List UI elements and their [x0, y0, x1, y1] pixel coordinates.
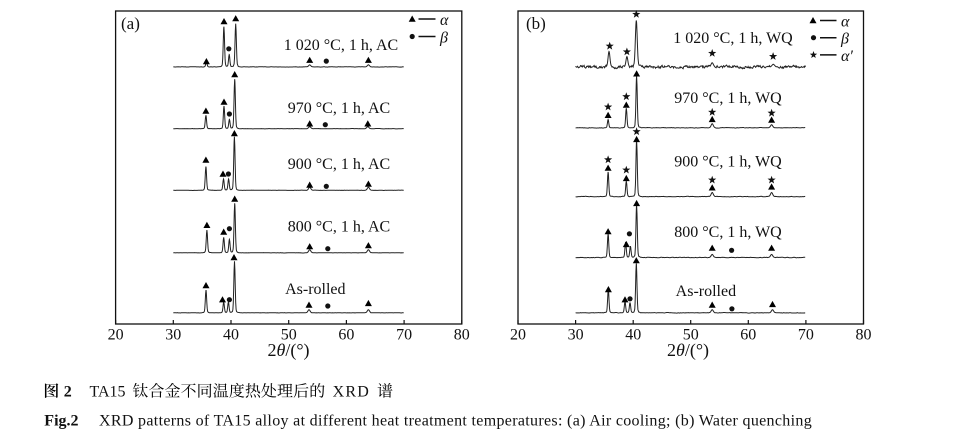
svg-text:40: 40 [223, 327, 239, 344]
svg-text:Fig.2: Fig.2 [44, 412, 78, 429]
svg-text:970 °C, 1 h, WQ: 970 °C, 1 h, WQ [674, 90, 782, 107]
svg-text:50: 50 [683, 327, 699, 344]
svg-text:(a): (a) [121, 14, 140, 33]
svg-text:800 °C, 1 h, WQ: 800 °C, 1 h, WQ [674, 224, 782, 241]
svg-text:XRD patterns of TA15 alloy at: XRD patterns of TA15 alloy at different … [99, 412, 812, 429]
svg-text:As-rolled: As-rolled [285, 281, 345, 298]
svg-text:70: 70 [396, 327, 412, 344]
svg-text:70: 70 [798, 327, 814, 344]
svg-text:α′: α′ [841, 48, 853, 65]
svg-text:2θ/(°): 2θ/(°) [667, 340, 709, 361]
svg-text:1 020 °C, 1 h, WQ: 1 020 °C, 1 h, WQ [673, 30, 793, 47]
svg-text:60: 60 [338, 327, 354, 344]
svg-text:1 020 °C, 1 h, AC: 1 020 °C, 1 h, AC [284, 37, 398, 54]
svg-text:80: 80 [856, 327, 872, 344]
svg-text:900 °C, 1 h, AC: 900 °C, 1 h, AC [288, 156, 390, 173]
svg-text:β: β [439, 30, 448, 47]
svg-text:900 °C, 1 h, WQ: 900 °C, 1 h, WQ [674, 154, 782, 171]
svg-text:2: 2 [64, 384, 72, 401]
svg-text:20: 20 [108, 327, 124, 344]
svg-text:2θ/(°): 2θ/(°) [267, 340, 309, 361]
svg-text:970 °C, 1 h, AC: 970 °C, 1 h, AC [288, 100, 390, 117]
svg-text:20: 20 [510, 327, 526, 344]
svg-text:XRD: XRD [333, 384, 370, 401]
svg-text:800 °C, 1 h, AC: 800 °C, 1 h, AC [288, 219, 390, 236]
svg-text:α: α [440, 12, 449, 29]
svg-text:(b): (b) [526, 14, 546, 33]
svg-text:50: 50 [281, 327, 297, 344]
svg-text:β: β [840, 31, 849, 48]
svg-text:60: 60 [740, 327, 756, 344]
svg-text:40: 40 [625, 327, 641, 344]
svg-text:TA15: TA15 [90, 384, 126, 401]
svg-text:30: 30 [165, 327, 181, 344]
svg-text:As-rolled: As-rolled [676, 283, 736, 300]
svg-text:30: 30 [568, 327, 584, 344]
svg-text:α: α [841, 14, 850, 31]
svg-text:80: 80 [454, 327, 470, 344]
